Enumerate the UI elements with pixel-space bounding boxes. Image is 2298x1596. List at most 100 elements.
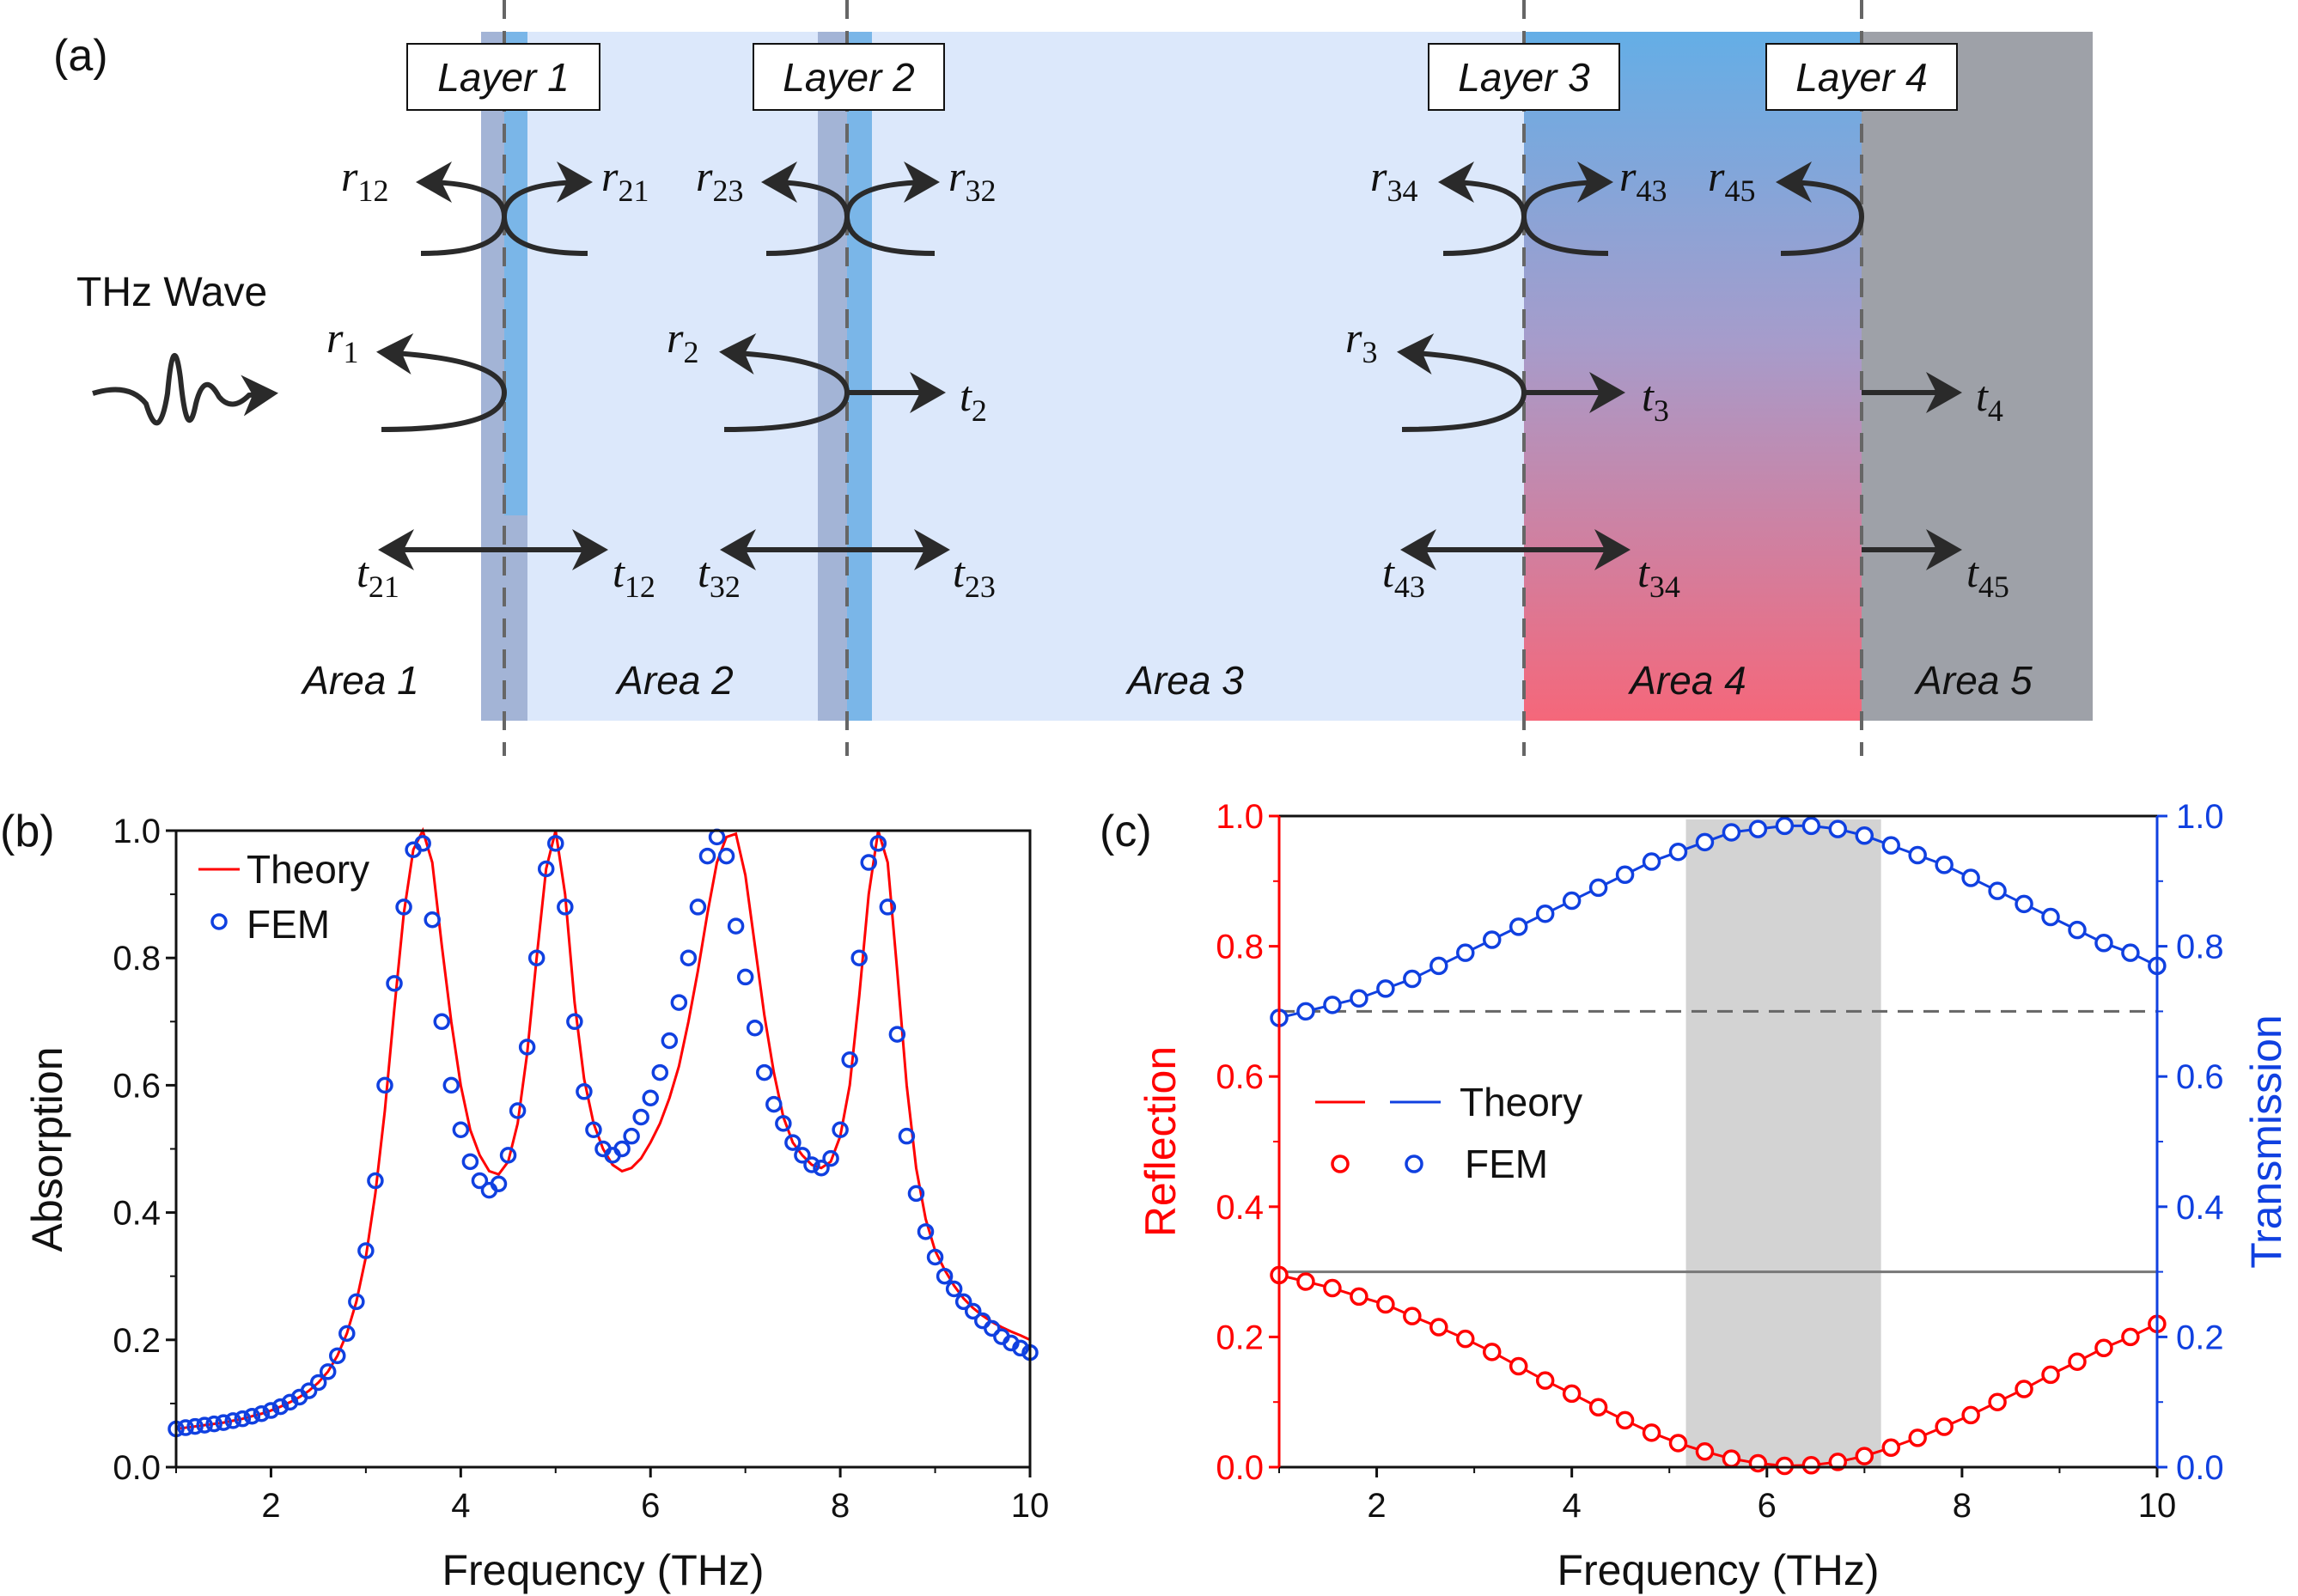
transmission-fem-point [1615,865,1635,884]
x-tick-label: 6 [1758,1487,1777,1525]
reflection-arc-r43 [1521,161,1613,256]
area-5-label: Area 5 [1913,658,2033,703]
reflection-fem-point [1988,1392,2007,1411]
reflection-fem-point [1935,1417,1954,1436]
transmission-fem-point [1668,842,1688,862]
transmission-fem-point [1323,996,1342,1014]
reflection-fem-point [1748,1453,1768,1473]
coefficient-r1: r1 [326,314,358,369]
fem-point [708,828,726,846]
coefficient-base: r [667,314,684,362]
fem-point [527,949,546,966]
coefficient-subscript: 3 [1654,393,1669,428]
x-tick-label: 2 [261,1487,280,1525]
fem-point [623,1127,640,1145]
fem-point [651,1063,669,1081]
fem-point [262,1402,280,1419]
fem-point [386,975,403,992]
coefficient-subscript: 43 [1636,174,1667,208]
fem-point [234,1410,252,1428]
fem-point [537,860,555,878]
fem-point [613,1140,631,1158]
transmission-fem-point [2041,907,2060,927]
y2-tick-label: 0.6 [2176,1058,2224,1096]
fem-point [954,1293,972,1311]
fem-point [670,994,688,1011]
transmission-fem-point [2094,934,2113,953]
fem-point [329,1347,346,1365]
coefficient-base: r [1708,152,1725,200]
coefficient-base: r [341,152,358,200]
fem-point [357,1242,375,1259]
coefficient-subscript: 12 [625,570,655,604]
fem-point [632,1108,649,1126]
fem-point [813,1159,830,1177]
coefficient-base: r [601,152,619,200]
legend-fem-label: FEM [1465,1142,1548,1186]
fem-point [243,1407,261,1425]
area-4-label: Area 4 [1627,658,1746,703]
fem-point [471,1172,489,1190]
coefficient-t34: t34 [1637,548,1680,604]
fem-point [727,917,745,935]
coefficient-r12: r12 [341,152,388,208]
coefficient-t4: t4 [1976,372,2003,428]
coefficient-t23: t23 [953,548,996,604]
coefficient-base: t [960,372,972,420]
layer-1-label: Layer 1 [437,55,569,100]
fem-point [547,835,564,852]
fem-point [309,1374,327,1392]
fem-point [518,1039,536,1056]
coefficient-r23: r23 [696,152,743,208]
coefficient-r2: r2 [667,314,698,369]
y2-tick-label: 0.0 [2176,1449,2224,1487]
fem-point [585,1121,602,1139]
transmission-fem-point [1429,956,1448,976]
coefficient-subscript: 4 [1988,393,2003,428]
area-3-background [481,32,1524,721]
transmission-fem-point [1881,836,1900,855]
fem-point [424,911,441,929]
coefficient-t21: t21 [357,548,399,604]
reflection-fem-point [1615,1410,1635,1430]
reflection-fem-point [1668,1434,1688,1453]
transmission-fem-point [1482,930,1502,949]
fem-point [717,847,735,865]
x-tick-label: 8 [831,1487,850,1525]
transmission-fem-point [1908,845,1927,865]
fem-point [794,1147,811,1164]
layer-3-label: Layer 3 [1458,55,1590,100]
y-tick-label: 0.2 [1216,1319,1264,1356]
coefficient-subscript: 21 [369,570,399,604]
thz-wave-label: THz Wave [76,270,267,315]
fem-point [784,1134,802,1151]
area-labels: Area 1 Area 2 Area 3 Area 4 Area 5 [300,658,2033,703]
panel-c-right-axis-label: Transmission [2242,1014,2290,1268]
transmission-fem-point [1403,969,1422,989]
fem-point [841,1051,858,1069]
coefficient-t3: t3 [1642,372,1669,428]
fem-point [196,1416,213,1434]
reflection-fem-point [2121,1327,2140,1347]
fem-point [300,1382,318,1399]
y-tick-label: 0.8 [1216,929,1264,966]
panel-c-chart: (c) Frequency (THz) Reflection Transmiss… [1100,798,2290,1594]
reflection-fem-point [1908,1428,1927,1447]
fem-point [414,835,431,852]
reflection-arc-r21 [501,161,593,256]
fem-point [461,1153,479,1171]
transmission-fem-point [1748,819,1768,838]
transmission-fem-point [1509,917,1528,936]
y-tick-label: 1.0 [1216,798,1264,836]
fem-point [860,854,877,871]
coefficient-base: r [1370,152,1387,200]
coefficient-base: t [698,548,710,596]
fem-point [576,1083,593,1100]
fem-point [177,1419,194,1436]
transmission-fem-point [1535,904,1555,923]
theory-line [176,826,1030,1431]
fem-point [850,949,868,966]
fem-point [338,1325,356,1343]
transmission-fem-point [1828,819,1848,838]
